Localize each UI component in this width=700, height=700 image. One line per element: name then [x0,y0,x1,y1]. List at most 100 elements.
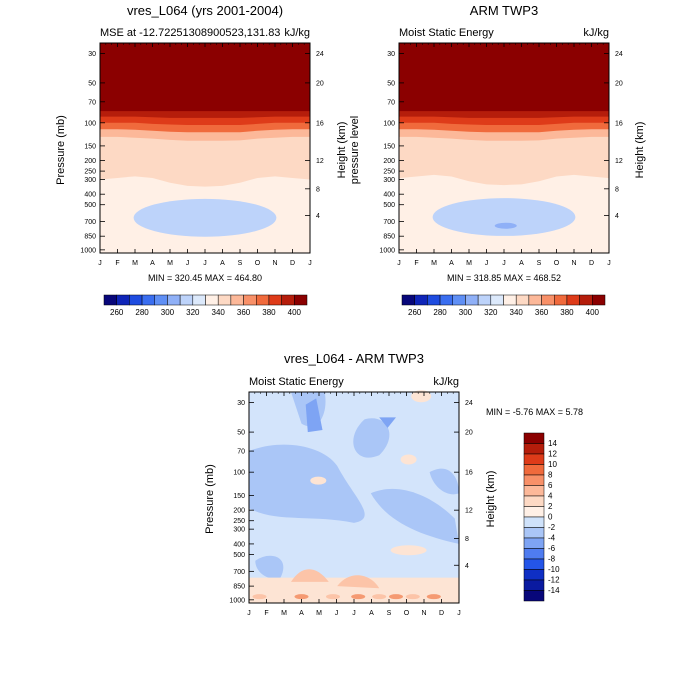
x-tick-label: A [150,260,155,267]
colorbar-diff-label: -10 [548,565,560,574]
y-tick-label: 30 [387,51,395,58]
colorbar-box [141,294,155,306]
colorbar-box [205,294,219,306]
y-tick-label: 400 [233,541,245,548]
panel-model-stats: MIN = 320.45 MAX = 464.80 [148,273,262,283]
x-tick-label: A [369,610,374,617]
y-tick-label: 500 [84,202,96,209]
x-tick-label: J [308,260,312,267]
y-tick-label: 50 [237,430,245,437]
colorbar-diff-box [523,506,545,518]
y-right-tick-label: 12 [316,158,324,165]
y-tick-label: 150 [233,493,245,500]
y-right-tick-label: 8 [465,536,469,543]
panel-diff-plot [249,390,459,603]
colorbar-box [217,294,232,306]
colorbar-model: 260 280 300 320 340 360 380 400 [103,294,308,317]
colorbar-box [230,294,244,306]
colorbar-diff-box [523,516,545,528]
y-tick-label: 30 [88,51,96,58]
colorbar-diff-label: -6 [548,544,556,553]
panel-obs-ylabel: pressure level [349,116,361,184]
colorbar-box [179,294,194,306]
colorbar-label: 300 [459,308,473,317]
y-tick-label: 70 [88,99,96,106]
y-right-tick-label: 4 [316,213,320,220]
y-tick-label: 200 [233,508,245,515]
colorbar-box [401,294,415,306]
colorbar-label: 280 [135,308,149,317]
contour-400 [399,43,609,112]
x-tick-label: S [238,260,243,267]
x-tick-label: J [98,260,102,267]
panel-model-ylabel-right: Height (km) [336,122,348,179]
panel-diff-stats: MIN = -5.76 MAX = 5.78 [486,407,583,417]
colorbar-label: 400 [586,308,600,317]
y-right-tick-label: 16 [316,120,324,127]
x-tick-label: M [281,610,287,617]
colorbar-diff-label: -14 [548,586,560,595]
colorbar-diff-label: 6 [548,481,553,490]
y-right-tick-label: 24 [465,400,473,407]
y-tick-label: 1000 [229,597,245,604]
colorbar-box [243,294,257,306]
colorbar-diff-box [523,590,545,602]
colorbar-diff-label: 2 [548,502,553,511]
colorbar-box [268,294,282,306]
x-tick-label: F [414,260,418,267]
y-right-tick-label: 20 [316,80,324,87]
x-tick-label: J [247,610,251,617]
colorbar-label: 340 [510,308,524,317]
contour-320 [133,198,277,237]
colorbar-diff-label: 8 [548,471,553,480]
x-tick-label: O [255,260,261,267]
y-right-tick-label: 8 [615,186,619,193]
colorbar-diff-label: 12 [548,450,557,459]
x-tick-label: F [115,260,119,267]
panel-obs-plot [399,43,609,253]
pos-surface-4 [372,594,387,600]
x-tick-label: J [397,260,401,267]
colorbar-diff-label: 0 [548,513,553,522]
y-tick-label: 700 [84,219,96,226]
colorbar-diff-label: -2 [548,523,556,532]
y-tick-label: 700 [233,569,245,576]
x-tick-label: A [519,260,524,267]
colorbar-diff-box [523,537,545,549]
y-right-tick-label: 16 [465,470,473,477]
pos-patch-1 [400,454,417,465]
x-tick-label: J [335,610,339,617]
colorbar-obs: 260 280 300 320 340 360 380 400 [401,294,606,317]
y-right-tick-label: 20 [465,430,473,437]
colorbar-box [515,294,530,306]
colorbar-diff-label: 14 [548,439,557,448]
pos-surface-6 [405,594,420,600]
colorbar-diff-box [523,548,545,560]
y-right-tick-label: 4 [615,213,619,220]
colorbar-label: 360 [237,308,251,317]
y-tick-label: 250 [383,169,395,176]
colorbar-box [256,294,270,306]
colorbar-diff-box [523,485,545,497]
pos-surface-0 [252,594,267,600]
colorbar-diff-box [523,443,545,455]
y-tick-label: 50 [387,80,395,87]
x-tick-label: O [554,260,560,267]
x-tick-label: A [220,260,225,267]
pos-patch-4 [390,545,427,556]
colorbar-label: 380 [560,308,574,317]
panel-model-title: vres_L064 (yrs 2001-2004) [127,3,283,18]
x-tick-label: S [387,610,392,617]
boundary-layer [100,241,310,253]
panel-diff-ylabel: Pressure (mb) [204,464,216,534]
y-tick-label: 500 [383,202,395,209]
colorbar-box [103,294,117,306]
pos-patch-3 [310,476,327,485]
neg-region-1 [249,444,365,523]
panel-diff: vres_L064 - ARM TWP3 Moist Static Energy… [204,351,583,617]
colorbar-label: 320 [186,308,200,317]
y-tick-label: 150 [383,143,395,150]
colorbar-label: 260 [408,308,422,317]
colorbar-diff-box [523,558,545,570]
